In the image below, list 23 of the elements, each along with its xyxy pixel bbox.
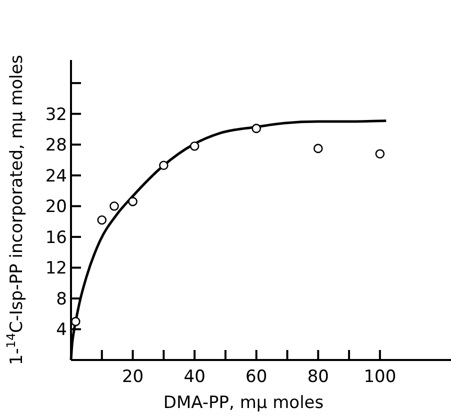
point [128, 196, 138, 206]
y-tick-label: 12 [45, 258, 67, 279]
y-tick-label: 8 [56, 289, 67, 310]
x-tick-label: 80 [307, 367, 329, 387]
y-tick-label: 16 [45, 228, 67, 248]
x-tick-label: 60 [246, 367, 268, 387]
point [97, 215, 107, 225]
point [110, 202, 119, 211]
point [159, 160, 168, 170]
y-tick-label: 20 [45, 197, 67, 218]
point [375, 149, 385, 158]
point [190, 142, 200, 151]
y-tick-label: 32 [45, 104, 67, 125]
x-tick-label: 20 [122, 367, 144, 387]
x-tick-label: 100 [364, 367, 396, 387]
x-axis-title: DMA-PP, mμ moles [163, 393, 324, 413]
point [314, 144, 323, 154]
point [70, 316, 80, 326]
y-tick-label: 28 [45, 136, 67, 156]
y-tick-label: 24 [45, 166, 67, 186]
y-tick-label: 4 [56, 320, 67, 340]
x-tick-label: 40 [184, 367, 206, 387]
point [252, 124, 262, 134]
